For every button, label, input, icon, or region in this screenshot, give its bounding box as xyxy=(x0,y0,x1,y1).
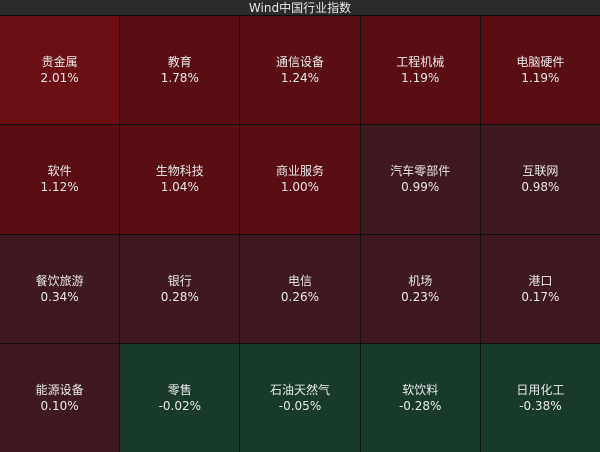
industry-name: 石油天然气 xyxy=(269,382,330,397)
industry-change: -0.05% xyxy=(278,398,322,413)
industry-tile[interactable]: 电脑硬件 1.19% xyxy=(480,16,600,125)
industry-tile[interactable]: 汽车零部件 0.99% xyxy=(360,125,480,234)
industry-change: 0.99% xyxy=(401,180,440,195)
industry-tile[interactable]: 教育 1.78% xyxy=(120,16,240,125)
industry-change: -0.28% xyxy=(398,398,442,413)
industry-name: 电信 xyxy=(287,273,312,288)
industry-change: 1.78% xyxy=(160,71,199,86)
industry-name: 互联网 xyxy=(522,164,559,179)
industry-name: 商业服务 xyxy=(275,164,324,179)
industry-change: 1.19% xyxy=(401,71,440,86)
industry-name: 银行 xyxy=(167,273,192,288)
industry-change: -0.38% xyxy=(519,398,562,413)
industry-change: 1.19% xyxy=(521,71,560,86)
industry-name: 能源设备 xyxy=(35,382,84,397)
industry-tile[interactable]: 互联网 0.98% xyxy=(480,125,600,234)
industry-tile[interactable]: 电信 0.26% xyxy=(240,234,360,343)
industry-name: 餐饮旅游 xyxy=(35,273,84,288)
industry-name: 生物科技 xyxy=(155,164,204,179)
industry-change: 0.28% xyxy=(160,289,199,304)
industry-change: 0.10% xyxy=(40,398,79,413)
industry-tile[interactable]: 港口 0.17% xyxy=(480,234,600,343)
industry-change: 0.34% xyxy=(40,289,79,304)
industry-name: 机场 xyxy=(408,273,433,288)
industry-change: 0.98% xyxy=(521,180,560,195)
industry-heatmap: 贵金属 2.01% 教育 1.78% 通信设备 1.24% 工程机械 1.19% 电脑硬… xyxy=(0,16,600,452)
industry-tile[interactable]: 通信设备 1.24% xyxy=(240,16,360,125)
industry-tile[interactable]: 机场 0.23% xyxy=(360,234,480,343)
industry-tile[interactable]: 石油天然气 -0.05% xyxy=(240,343,360,452)
industry-name: 贵金属 xyxy=(41,55,78,70)
industry-change: 1.24% xyxy=(280,71,320,86)
industry-change: 2.01% xyxy=(40,71,79,86)
industry-name: 工程机械 xyxy=(396,55,445,70)
industry-name: 软饮料 xyxy=(402,382,439,397)
industry-name: 港口 xyxy=(528,273,553,288)
industry-change: 0.17% xyxy=(521,289,560,304)
industry-tile[interactable]: 生物科技 1.04% xyxy=(120,125,240,234)
industry-change: 0.23% xyxy=(401,289,440,304)
industry-tile[interactable]: 餐饮旅游 0.34% xyxy=(0,234,120,343)
industry-tile[interactable]: 银行 0.28% xyxy=(120,234,240,343)
industry-name: 零售 xyxy=(167,382,192,397)
industry-change: 1.00% xyxy=(280,180,320,195)
industry-change: 1.04% xyxy=(160,180,199,195)
page-title: Wind中国行业指数 xyxy=(0,0,600,16)
industry-name: 汽车零部件 xyxy=(390,164,451,179)
industry-tile[interactable]: 能源设备 0.10% xyxy=(0,343,120,452)
industry-name: 日用化工 xyxy=(516,382,565,397)
industry-tile[interactable]: 日用化工 -0.38% xyxy=(480,343,600,452)
industry-tile[interactable]: 贵金属 2.01% xyxy=(0,16,120,125)
industry-change: -0.02% xyxy=(158,398,202,413)
industry-tile[interactable]: 零售 -0.02% xyxy=(120,343,240,452)
industry-name: 电脑硬件 xyxy=(516,55,565,70)
industry-name: 软件 xyxy=(47,164,72,179)
industry-change: 1.12% xyxy=(40,180,79,195)
industry-name: 教育 xyxy=(167,55,192,70)
industry-change: 0.26% xyxy=(280,289,320,304)
industry-tile[interactable]: 软饮料 -0.28% xyxy=(360,343,480,452)
industry-tile[interactable]: 商业服务 1.00% xyxy=(240,125,360,234)
industry-tile[interactable]: 软件 1.12% xyxy=(0,125,120,234)
industry-tile[interactable]: 工程机械 1.19% xyxy=(360,16,480,125)
industry-name: 通信设备 xyxy=(275,55,324,70)
